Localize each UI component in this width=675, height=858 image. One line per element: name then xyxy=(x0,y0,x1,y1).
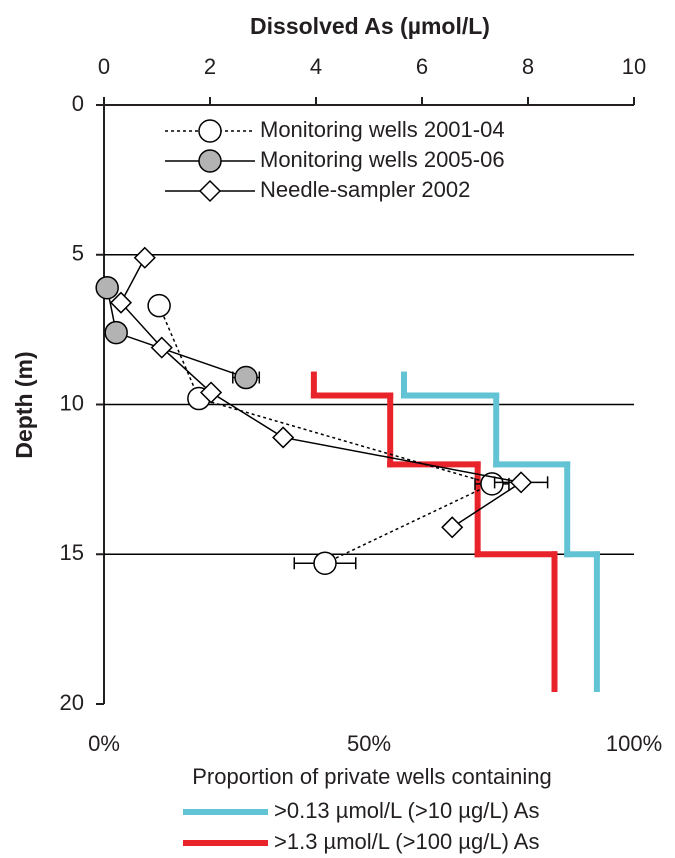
legend-label: Needle-sampler 2002 xyxy=(260,177,470,202)
legend-marker xyxy=(198,149,222,173)
data-point xyxy=(133,246,156,269)
x2-axis-title: Proportion of private wells containing xyxy=(192,764,552,789)
data-point xyxy=(104,320,128,345)
y-axis-title: Depth (m) xyxy=(11,351,37,458)
data-point xyxy=(441,516,464,539)
data-point xyxy=(109,291,133,314)
legend-marker xyxy=(198,179,222,203)
legend-label: >0.13 µmol/L (>10 µg/L) As xyxy=(274,798,539,823)
x-tick-label: 2 xyxy=(204,54,216,79)
y-tick-label: 15 xyxy=(60,540,84,565)
data-point xyxy=(313,551,337,575)
legend-label: >1.3 µmol/L (>100 µg/L) As xyxy=(274,829,539,854)
x-tick-label: 6 xyxy=(416,54,428,79)
x2-tick-label: 0% xyxy=(88,731,120,756)
series-line xyxy=(158,305,495,564)
data-point xyxy=(150,336,173,359)
data-point xyxy=(272,426,295,449)
x-tick-label: 4 xyxy=(310,54,322,79)
y-tick-label: 0 xyxy=(72,91,84,116)
data-point xyxy=(510,471,533,494)
data-point xyxy=(147,293,171,318)
x2-tick-label: 50% xyxy=(347,731,391,756)
x2-tick-label: 100% xyxy=(606,731,662,756)
x-tick-label: 8 xyxy=(522,54,534,79)
x-axis-title: Dissolved As (µmol/L) xyxy=(250,13,490,39)
y-tick-label: 5 xyxy=(72,241,84,266)
y-tick-label: 10 xyxy=(60,390,84,415)
x-tick-label: 10 xyxy=(622,54,646,79)
data-point xyxy=(95,275,119,300)
x-tick-label: 0 xyxy=(98,54,110,79)
data-point xyxy=(234,365,258,390)
legend-label: Monitoring wells 2001-04 xyxy=(260,117,505,142)
data-point xyxy=(199,381,223,404)
legend-label: Monitoring wells 2005-06 xyxy=(260,147,505,172)
legend-marker xyxy=(198,119,222,143)
y-tick-label: 20 xyxy=(60,690,84,715)
